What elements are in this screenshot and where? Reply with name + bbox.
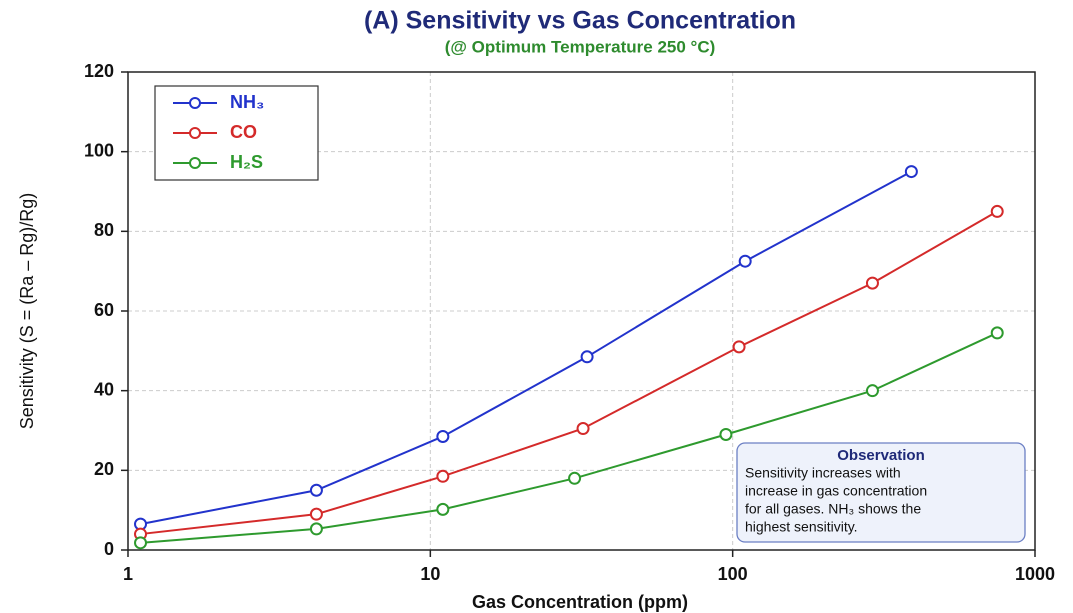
x-tick-label: 100 [718, 564, 748, 584]
legend-marker [189, 127, 201, 139]
x-tick-label: 10 [420, 564, 440, 584]
legend-marker [189, 97, 201, 109]
data-point [990, 326, 1004, 340]
data-point [865, 384, 879, 398]
annotation-text: highest sensitivity. [745, 519, 858, 535]
y-tick-label: 0 [104, 539, 114, 559]
y-tick-label: 60 [94, 300, 114, 320]
chart-title: (A) Sensitivity vs Gas Concentration [364, 7, 796, 35]
y-axis-label: Sensitivity (S = (Ra – Rg)/Rg) [17, 193, 37, 430]
x-axis-label: Gas Concentration (ppm) [472, 592, 688, 612]
data-point [904, 165, 918, 179]
plot-frame [127, 71, 1036, 551]
annotation-title: Observation [837, 447, 925, 464]
legend-label: NH₃ [230, 92, 264, 112]
data-point [309, 522, 323, 536]
data-point [865, 276, 879, 290]
legend-label: H₂S [230, 152, 263, 172]
data-point [436, 469, 450, 483]
x-tick-label: 1 [123, 564, 133, 584]
data-point [576, 422, 590, 436]
data-point [738, 254, 752, 268]
y-tick-label: 100 [84, 140, 114, 160]
y-tick-label: 80 [94, 220, 114, 240]
series-line [140, 170, 912, 526]
data-point [568, 471, 582, 485]
y-tick-label: 40 [94, 379, 114, 399]
legend-label: CO [230, 122, 257, 142]
data-point [436, 429, 450, 443]
data-point [309, 483, 323, 497]
data-point [134, 536, 148, 550]
y-tick-label: 20 [94, 459, 114, 479]
annotation-box [736, 442, 1026, 543]
data-point [309, 507, 323, 521]
chart-subtitle: (@ Optimum Temperature 250 °C) [445, 37, 716, 56]
data-point [732, 340, 746, 354]
x-tick-label: 1000 [1015, 564, 1055, 584]
data-point [990, 204, 1004, 218]
annotation-text: for all gases. NH₃ shows the [745, 501, 921, 517]
annotation-text: increase in gas concentration [745, 483, 927, 499]
annotation-text: Sensitivity increases with [745, 465, 901, 481]
legend-marker [189, 157, 201, 169]
data-point [719, 427, 733, 441]
data-point [580, 350, 594, 364]
y-tick-label: 120 [84, 61, 114, 81]
data-point [436, 502, 450, 516]
